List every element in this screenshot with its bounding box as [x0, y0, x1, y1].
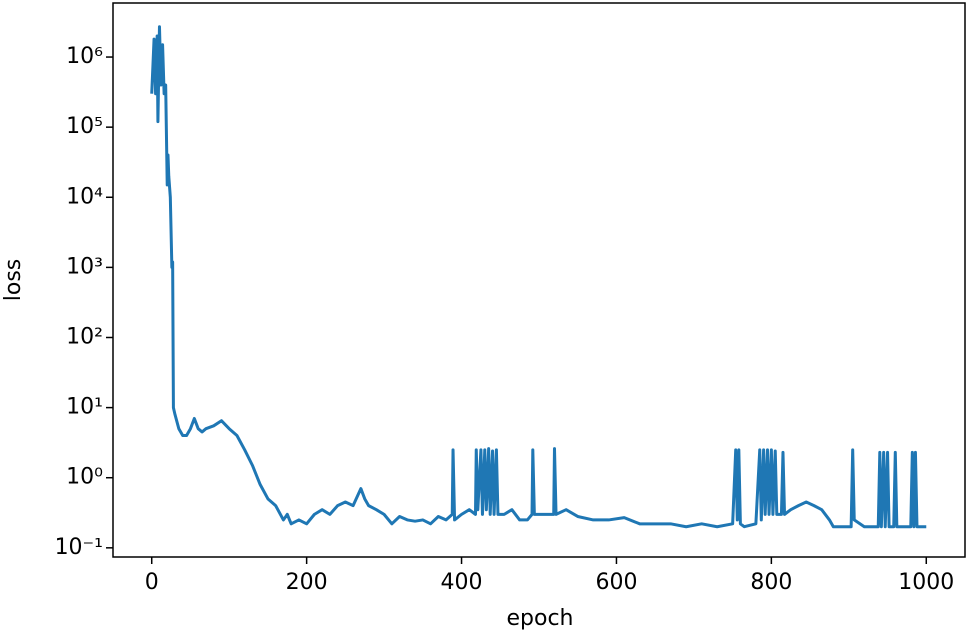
plot-frame: [112, 2, 966, 558]
x-tick-label: 1000: [898, 570, 954, 595]
y-tick-label: 10⁰: [66, 465, 103, 490]
x-tick-label: 400: [441, 570, 483, 595]
y-tick-label: 10¹: [66, 395, 103, 420]
y-tick-label: 10⁶: [66, 44, 103, 69]
x-tick-label: 0: [145, 570, 159, 595]
x-axis-label: epoch: [507, 606, 574, 631]
loss-line: [150, 25, 927, 529]
y-tick-label: 10³: [66, 254, 103, 279]
y-tick-label: 10²: [66, 324, 103, 349]
x-tick-label: 600: [595, 570, 637, 595]
y-tick-label: 10⁴: [66, 184, 103, 209]
y-tick-label: 10⁵: [66, 114, 103, 139]
y-axis-label: loss: [1, 259, 26, 302]
y-tick-label: 10⁻¹: [55, 535, 103, 560]
x-tick-label: 800: [750, 570, 792, 595]
x-tick-label: 200: [286, 570, 328, 595]
